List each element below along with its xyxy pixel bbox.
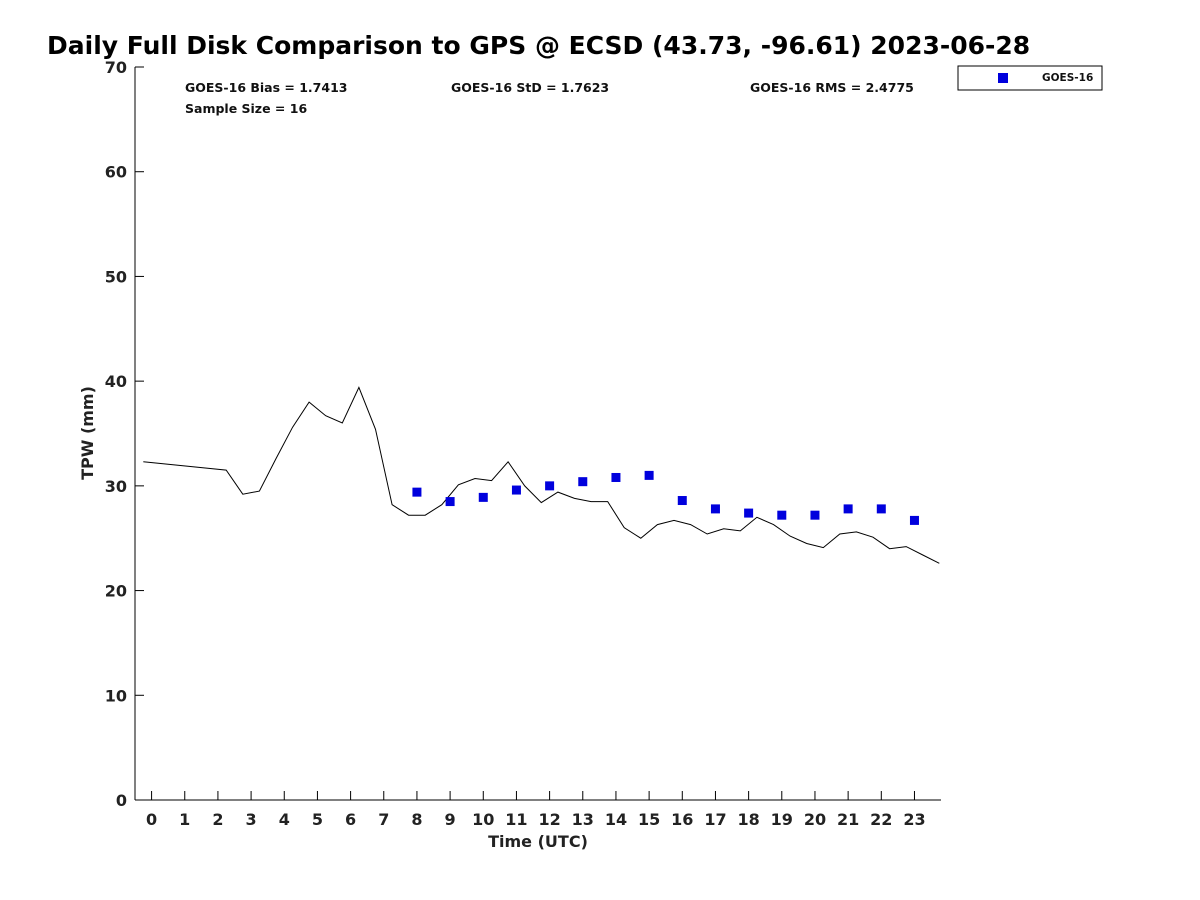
x-tick-label: 12 (538, 810, 560, 829)
x-tick-label: 14 (605, 810, 627, 829)
x-tick-label: 0 (146, 810, 157, 829)
y-ticks: 0 10 20 30 40 50 60 70 (105, 58, 144, 810)
goes16-point (611, 472, 621, 482)
x-tick-label: 11 (505, 810, 527, 829)
goes16-point (744, 508, 754, 518)
goes16-point (478, 492, 488, 502)
y-tick-label: 20 (105, 582, 127, 601)
goes16-point (810, 510, 820, 520)
x-tick-label: 17 (704, 810, 726, 829)
y-tick-label: 10 (105, 686, 127, 705)
goes16-point (511, 485, 521, 495)
x-tick-label: 21 (837, 810, 859, 829)
x-tick-label: 10 (472, 810, 494, 829)
y-tick-label: 30 (105, 477, 127, 496)
x-tick-label: 5 (312, 810, 323, 829)
legend-label-goes16: GOES-16 (1042, 72, 1093, 84)
y-tick-label: 0 (116, 791, 127, 810)
axes (134, 67, 941, 801)
gps-line (143, 386, 940, 564)
legend-marker-goes16 (998, 73, 1008, 83)
y-tick-label: 60 (105, 163, 127, 182)
stat-bias: GOES-16 Bias = 1.7413 (185, 80, 347, 95)
y-tick-label: 70 (105, 58, 127, 77)
legend-box (957, 65, 1103, 91)
goes16-point (412, 487, 422, 497)
chart-title: Daily Full Disk Comparison to GPS @ ECSD… (47, 31, 1030, 60)
x-tick-label: 18 (737, 810, 759, 829)
x-axis-label: Time (UTC) (488, 832, 588, 851)
goes16-point (909, 515, 919, 525)
x-tick-label: 3 (246, 810, 257, 829)
goes16-point (578, 477, 588, 487)
x-tick-label: 22 (870, 810, 892, 829)
stat-rms: GOES-16 RMS = 2.4775 (750, 80, 914, 95)
stat-sample-size: Sample Size = 16 (185, 101, 307, 116)
goes16-point (777, 510, 787, 520)
goes16-point (445, 497, 455, 507)
x-tick-label: 23 (903, 810, 925, 829)
x-tick-label: 7 (378, 810, 389, 829)
x-tick-label: 6 (345, 810, 356, 829)
goes16-point (710, 504, 720, 514)
x-tick-label: 13 (572, 810, 594, 829)
x-tick-label: 2 (212, 810, 223, 829)
goes16-point (545, 481, 555, 491)
goes16-point-series (412, 470, 919, 525)
x-tick-label: 4 (279, 810, 290, 829)
x-tick-label: 15 (638, 810, 660, 829)
y-tick-label: 40 (105, 372, 127, 391)
goes16-point (677, 496, 687, 506)
y-tick-label: 50 (105, 267, 127, 286)
x-tick-label: 9 (445, 810, 456, 829)
x-tick-label: 19 (771, 810, 793, 829)
x-tick-label: 8 (411, 810, 422, 829)
gps-line-series (143, 386, 940, 564)
x-tick-label: 20 (804, 810, 826, 829)
goes16-point (843, 504, 853, 514)
x-tick-label: 1 (179, 810, 190, 829)
x-ticks: 0 1 2 3 4 5 6 7 8 9 10 11 12 13 14 15 16 17 18 19 20 21 22 23 (146, 791, 926, 829)
x-tick-label: 16 (671, 810, 693, 829)
y-axis-label: TPW (mm) (78, 386, 97, 480)
goes16-point (644, 470, 654, 480)
goes16-point (876, 504, 886, 514)
legend: GOES-16 (957, 65, 1103, 91)
stat-std: GOES-16 StD = 1.7623 (451, 80, 609, 95)
